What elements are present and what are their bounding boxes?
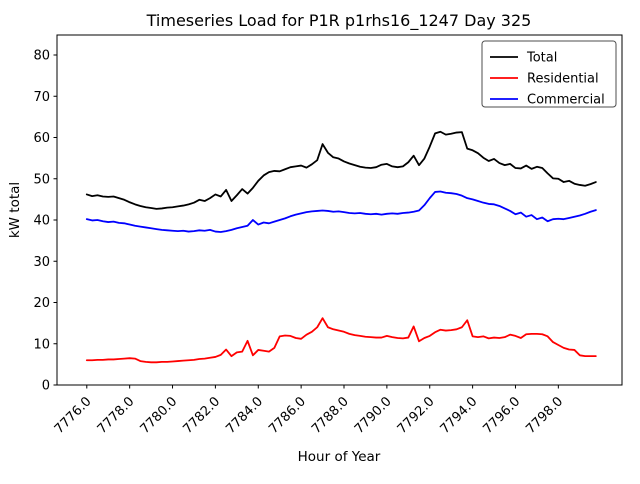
chart-title: Timeseries Load for P1R p1rhs16_1247 Day… xyxy=(146,11,532,31)
legend: Total Residential Commercial xyxy=(481,40,617,108)
x-tick-label: 7782.0 xyxy=(180,394,223,437)
x-tick-label: 7784.0 xyxy=(223,394,266,437)
y-tick-label: 40 xyxy=(33,214,50,229)
series-line-commercial xyxy=(85,190,597,233)
x-tick-label: 7798.0 xyxy=(523,394,566,437)
x-tick-label: 7786.0 xyxy=(266,394,309,437)
y-tick-label: 30 xyxy=(33,255,50,270)
y-tick-label: 80 xyxy=(33,49,50,64)
legend-label-residential: Residential xyxy=(527,72,599,87)
x-tick-label: 7788.0 xyxy=(309,394,352,437)
y-tick-label: 0 xyxy=(42,379,50,394)
y-tick-label: 60 xyxy=(33,131,50,146)
y-tick-label: 70 xyxy=(33,90,50,105)
x-axis-label: Hour of Year xyxy=(298,449,381,465)
x-tick-label: 7792.0 xyxy=(395,394,438,437)
y-axis-ticks: 0 10 20 30 40 50 60 70 80 xyxy=(33,49,57,394)
x-tick-label: 7780.0 xyxy=(138,394,181,437)
series-line-total xyxy=(85,130,597,210)
x-tick-label: 7776.0 xyxy=(52,394,95,437)
series-line-residential xyxy=(85,317,597,364)
axes-spines xyxy=(56,34,623,386)
x-tick-label: 7778.0 xyxy=(95,394,138,437)
y-axis-label: kW total xyxy=(7,182,23,238)
legend-label-total: Total xyxy=(526,51,557,66)
x-tick-label: 7796.0 xyxy=(481,394,524,437)
y-tick-label: 50 xyxy=(33,172,50,187)
x-tick-label: 7790.0 xyxy=(352,394,395,437)
y-tick-label: 10 xyxy=(33,337,50,352)
y-tick-label: 20 xyxy=(33,296,50,311)
x-axis-ticks: 7776.0 7778.0 7780.0 7782.0 7784.0 7786.0 7788… xyxy=(52,385,566,437)
x-tick-label: 7794.0 xyxy=(438,394,481,437)
series-lines xyxy=(85,130,597,364)
legend-label-commercial: Commercial xyxy=(527,93,605,108)
